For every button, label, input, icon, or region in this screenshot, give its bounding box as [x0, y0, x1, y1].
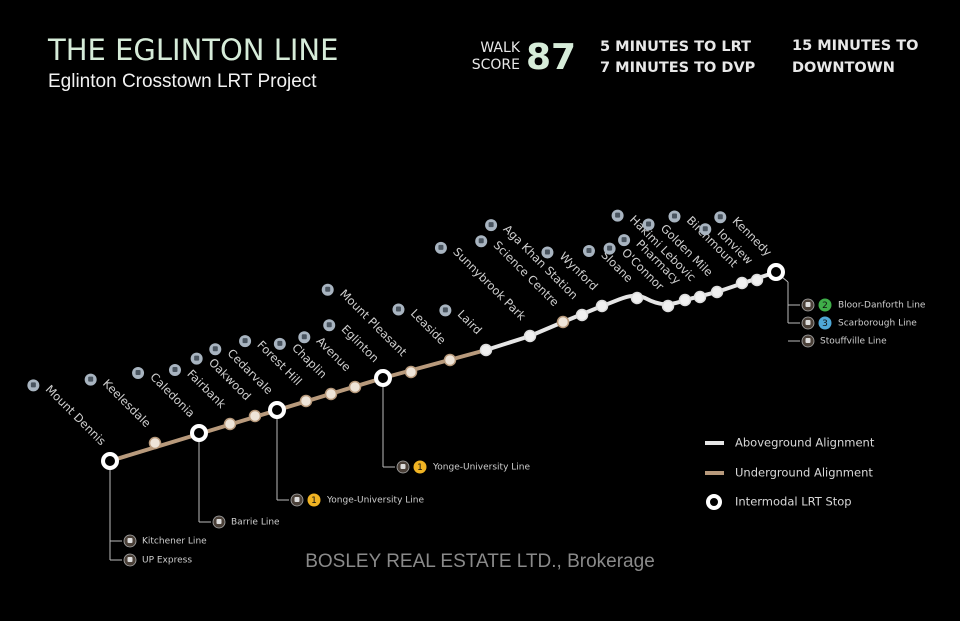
- station-dot: [443, 353, 457, 367]
- line-name: Yonge-University Line: [326, 496, 424, 506]
- station-icon-glyph: [438, 244, 444, 250]
- walk-label: WALK: [480, 40, 520, 56]
- title: THE EGLINTON LINE: [47, 33, 338, 67]
- station-icon-glyph: [30, 382, 36, 388]
- watermark: BOSLEY REAL ESTATE LTD., Brokerage: [305, 551, 655, 572]
- station-dot: [630, 291, 644, 305]
- legend-swatch: [706, 494, 722, 510]
- legend-label: Underground Alignment: [735, 466, 873, 480]
- travel-time: 15 MINUTES TO: [792, 38, 918, 54]
- station-dot: [223, 417, 237, 431]
- station-icon-glyph: [172, 366, 178, 372]
- line-number: 2: [822, 301, 828, 311]
- travel-time: DOWNTOWN: [792, 60, 895, 76]
- line-icon-glyph: [127, 538, 133, 543]
- line-name: Stouffville Line: [820, 337, 887, 347]
- station-dot: [404, 365, 418, 379]
- station-icon-glyph: [326, 322, 332, 328]
- line-icon-glyph: [216, 519, 222, 524]
- line-icon-glyph: [805, 302, 811, 307]
- station-dot: [324, 387, 338, 401]
- line-icon-glyph: [294, 497, 300, 502]
- station-icon-glyph: [88, 376, 94, 382]
- line-name: Yonge-University Line: [432, 463, 530, 473]
- station-icon-glyph: [277, 340, 283, 346]
- legend-label: Aboveground Alignment: [735, 436, 875, 450]
- line-number: 1: [417, 463, 423, 473]
- station-icon-glyph: [135, 370, 141, 376]
- line-name: UP Express: [142, 556, 192, 566]
- station-icon-glyph: [212, 346, 218, 352]
- station-dot: [710, 285, 724, 299]
- station-icon-glyph: [488, 222, 494, 228]
- station-icon-glyph: [607, 245, 613, 251]
- station-icon-glyph: [586, 247, 592, 253]
- line-icon-glyph: [805, 338, 811, 343]
- subtitle: Eglinton Crosstown LRT Project: [48, 71, 317, 92]
- station-icon-glyph: [621, 237, 627, 243]
- line-badge: [818, 298, 832, 312]
- line-badge: [413, 460, 427, 474]
- station-dot: [735, 276, 749, 290]
- station-icon-glyph: [646, 221, 652, 227]
- station-icon-glyph: [301, 334, 307, 340]
- station-dot: [348, 380, 362, 394]
- station-dot: [299, 394, 313, 408]
- intermodal-stop: [268, 401, 286, 419]
- intermodal-stop: [767, 263, 785, 281]
- station-dot: [595, 299, 609, 313]
- walk-label: SCORE: [472, 57, 520, 73]
- station-dot: [556, 315, 570, 329]
- station-dot: [248, 409, 262, 423]
- station-dot: [693, 290, 707, 304]
- station-icon-glyph: [702, 226, 708, 232]
- walk-score: 87: [526, 37, 576, 78]
- station-dot: [479, 343, 493, 357]
- line-name: Kitchener Line: [142, 537, 207, 547]
- travel-time: 5 MINUTES TO LRT: [600, 39, 751, 55]
- line-icon-glyph: [400, 464, 406, 469]
- station-icon-glyph: [717, 214, 723, 220]
- station-dot: [750, 273, 764, 287]
- station-icon-glyph: [615, 212, 621, 218]
- station-icon-glyph: [671, 213, 677, 219]
- station-icon-glyph: [194, 355, 200, 361]
- line-number: 3: [822, 319, 828, 329]
- line-name: Scarborough Line: [838, 319, 917, 329]
- station-icon-glyph: [544, 249, 550, 255]
- line-number: 1: [311, 496, 317, 506]
- line-badge: [818, 316, 832, 330]
- line-badge: [307, 493, 321, 507]
- station-icon-glyph: [395, 306, 401, 312]
- station-icon-glyph: [442, 307, 448, 313]
- line-icon-glyph: [805, 320, 811, 325]
- station-dot: [148, 436, 162, 450]
- line-icon-glyph: [127, 557, 133, 562]
- legend-label: Intermodal LRT Stop: [735, 495, 852, 509]
- station-icon-glyph: [325, 286, 331, 292]
- intermodal-stop: [190, 424, 208, 442]
- intermodal-stop: [374, 369, 392, 387]
- line-name: Barrie Line: [231, 518, 280, 528]
- station-dot: [523, 329, 537, 343]
- station-dot: [661, 299, 675, 313]
- station-icon-glyph: [242, 338, 248, 344]
- station-icon-glyph: [478, 238, 484, 244]
- intermodal-stop: [101, 452, 119, 470]
- station-dot: [575, 308, 589, 322]
- line-name: Bloor-Danforth Line: [838, 301, 926, 311]
- station-dot: [678, 293, 692, 307]
- travel-time: 7 MINUTES TO DVP: [600, 60, 756, 76]
